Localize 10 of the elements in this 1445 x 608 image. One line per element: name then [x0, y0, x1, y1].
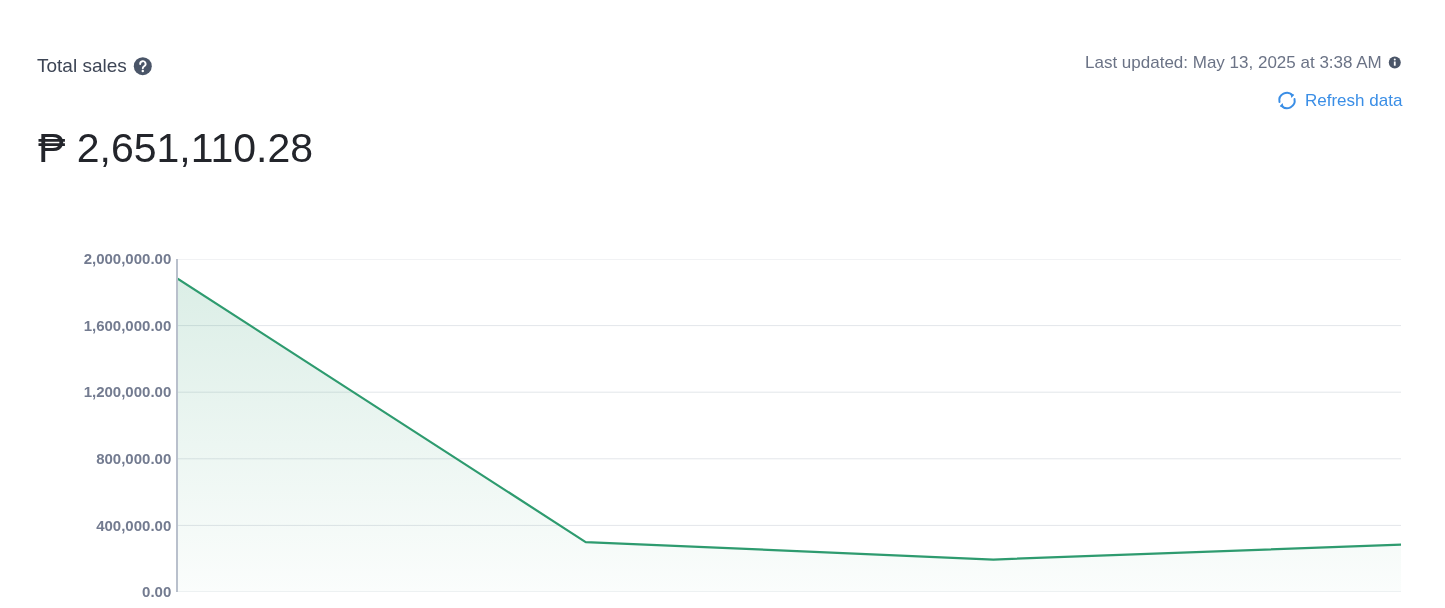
- y-tick-label: 1,200,000.00: [83, 383, 172, 401]
- chart-title: Total sales: [37, 54, 127, 76]
- y-tick-label: 2,000,000.00: [83, 250, 172, 268]
- y-tick-label: 0.00: [142, 583, 172, 601]
- chart-subtitle: ₱ 2,651,110.28: [38, 125, 314, 171]
- text: Last updated: May 13, 2025 at 3:38 AM: [1085, 53, 1382, 72]
- y-tick-label: 1,600,000.00: [83, 316, 172, 334]
- y-tick-label: 400,000.00: [96, 516, 172, 534]
- y-tick-label: 800,000.00: [96, 450, 172, 468]
- text: Refresh data: [1305, 91, 1403, 110]
